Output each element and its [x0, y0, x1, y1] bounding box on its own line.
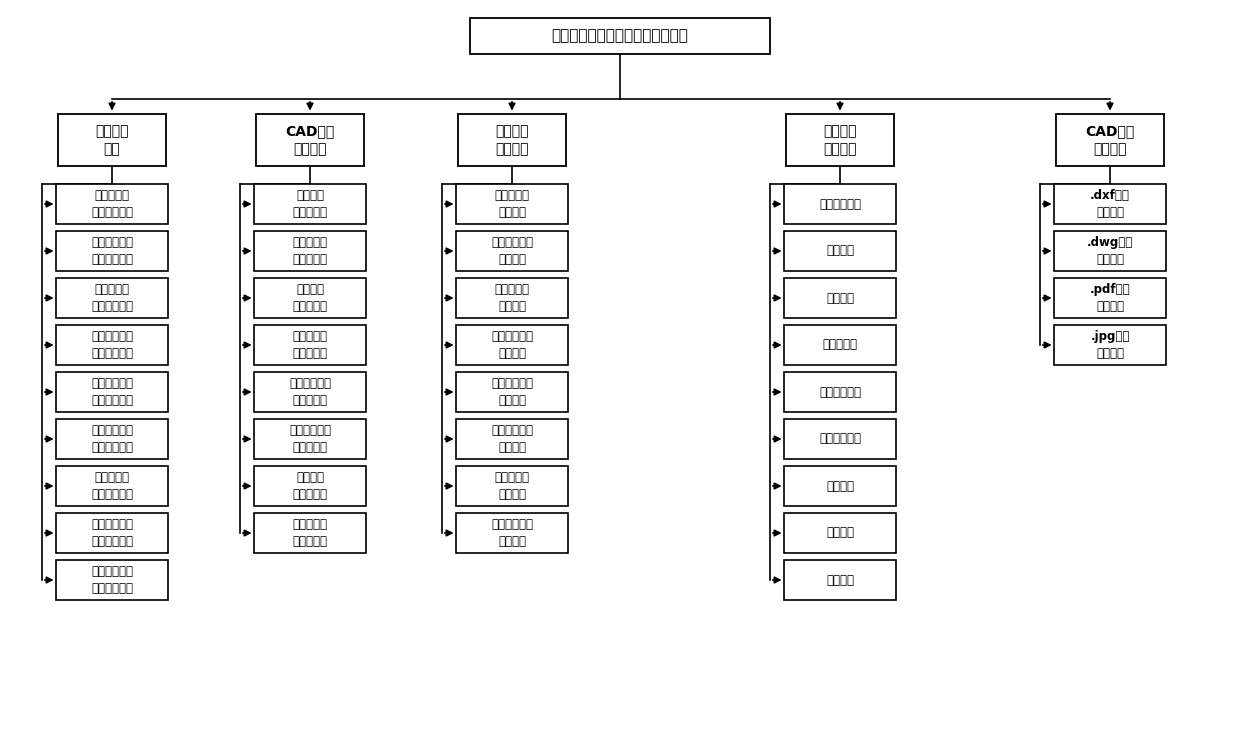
Bar: [1054, 325, 1166, 365]
Text: 井口装置图的
数据导入模块: 井口装置图的 数据导入模块: [91, 518, 133, 547]
Text: 曲线模块: 曲线模块: [826, 291, 854, 304]
Text: 环形外骨架
的模型构造: 环形外骨架 的模型构造: [293, 330, 327, 359]
Text: 直线模块: 直线模块: [826, 245, 854, 257]
Bar: [56, 278, 167, 318]
Text: 文字文本模块: 文字文本模块: [818, 433, 861, 445]
Text: 图纸在线
编辑模块: 图纸在线 编辑模块: [823, 124, 857, 156]
Bar: [784, 513, 897, 553]
Text: 图层模块: 图层模块: [826, 526, 854, 540]
Bar: [1054, 231, 1166, 271]
Text: 公司及工程的
数据导入模块: 公司及工程的 数据导入模块: [91, 565, 133, 595]
Bar: [254, 372, 366, 412]
Bar: [58, 114, 166, 166]
Text: 过滤篦装配图
数据导入模块: 过滤篦装配图 数据导入模块: [91, 378, 133, 407]
Bar: [784, 419, 897, 459]
Bar: [254, 231, 366, 271]
Text: 过滤篦装配图
的模型构造: 过滤篦装配图 的模型构造: [289, 378, 331, 407]
Text: 填充模块: 填充模块: [826, 574, 854, 587]
Bar: [456, 513, 568, 553]
Bar: [784, 278, 897, 318]
Bar: [784, 560, 897, 600]
Text: 导中椭圆的
自动生成: 导中椭圆的 自动生成: [495, 190, 529, 219]
Text: 井结构图
的模型构造: 井结构图 的模型构造: [293, 471, 327, 501]
Text: 井口装置图的
自动生成: 井口装置图的 自动生成: [491, 518, 533, 547]
Bar: [470, 18, 770, 54]
Text: 套管装配图的
数据导入模块: 套管装配图的 数据导入模块: [91, 236, 133, 266]
Bar: [456, 466, 568, 506]
Text: 地浸矿山井场绘图平台的设计系统: 地浸矿山井场绘图平台的设计系统: [552, 29, 688, 44]
Text: 井结构图的
自动生成: 井结构图的 自动生成: [495, 471, 529, 501]
Bar: [1054, 184, 1166, 224]
Bar: [456, 372, 568, 412]
Bar: [784, 231, 897, 271]
Bar: [56, 560, 167, 600]
Bar: [56, 466, 167, 506]
Bar: [254, 325, 366, 365]
Text: 图纸自动
生成模块: 图纸自动 生成模块: [495, 124, 528, 156]
Bar: [254, 513, 366, 553]
Bar: [56, 513, 167, 553]
Text: 环形外骨架的
数据导入模块: 环形外骨架的 数据导入模块: [91, 330, 133, 359]
Bar: [254, 278, 366, 318]
Text: 井结构图的
数据导入模块: 井结构图的 数据导入模块: [91, 471, 133, 501]
Bar: [458, 114, 565, 166]
Bar: [56, 184, 167, 224]
Text: .dwg格式
导出模块: .dwg格式 导出模块: [1087, 236, 1133, 266]
Bar: [254, 184, 366, 224]
Bar: [456, 278, 568, 318]
Text: 数据导入
模块: 数据导入 模块: [95, 124, 129, 156]
Bar: [255, 114, 365, 166]
Text: 套管装配图的
自动生成: 套管装配图的 自动生成: [491, 236, 533, 266]
Text: 圆形圆弧模块: 圆形圆弧模块: [818, 386, 861, 399]
Bar: [456, 325, 568, 365]
Text: 标注模块: 标注模块: [826, 479, 854, 492]
Text: 沉砂管及堵头
的模型构造: 沉砂管及堵头 的模型构造: [289, 424, 331, 454]
Text: 多边形模块: 多边形模块: [822, 338, 858, 352]
Text: 沉砂管及堵头
数据导入模块: 沉砂管及堵头 数据导入模块: [91, 424, 133, 454]
Bar: [784, 184, 897, 224]
Bar: [784, 466, 897, 506]
Text: .dxf格式
导出模块: .dxf格式 导出模块: [1090, 190, 1130, 219]
Bar: [56, 231, 167, 271]
Bar: [56, 325, 167, 365]
Text: 导中椭圆
的模型构造: 导中椭圆 的模型构造: [293, 190, 327, 219]
Text: CAD图纸
建模模块: CAD图纸 建模模块: [285, 124, 335, 156]
Bar: [456, 231, 568, 271]
Bar: [1056, 114, 1164, 166]
Bar: [456, 184, 568, 224]
Text: 过滤管图
的模型构造: 过滤管图 的模型构造: [293, 283, 327, 313]
Bar: [1054, 278, 1166, 318]
Text: 过滤管图的
数据导入模块: 过滤管图的 数据导入模块: [91, 283, 133, 313]
Text: 环形外骨架的
自动生成: 环形外骨架的 自动生成: [491, 330, 533, 359]
Text: 过滤管图的
自动生成: 过滤管图的 自动生成: [495, 283, 529, 313]
Text: .pdf格式
导出模块: .pdf格式 导出模块: [1090, 283, 1131, 313]
Text: 过滤篦装配图
自动生成: 过滤篦装配图 自动生成: [491, 378, 533, 407]
Text: 沉砂管及堵头
自动生成: 沉砂管及堵头 自动生成: [491, 424, 533, 454]
Bar: [254, 419, 366, 459]
Bar: [254, 466, 366, 506]
Bar: [56, 372, 167, 412]
Bar: [56, 419, 167, 459]
Bar: [784, 325, 897, 365]
Bar: [786, 114, 894, 166]
Text: .jpg格式
导出模块: .jpg格式 导出模块: [1090, 330, 1130, 359]
Text: 井口装置图
的模型构造: 井口装置图 的模型构造: [293, 518, 327, 547]
Text: 图纸导入模块: 图纸导入模块: [818, 198, 861, 211]
Bar: [456, 419, 568, 459]
Bar: [784, 372, 897, 412]
Text: 套管装配图
的模型构造: 套管装配图 的模型构造: [293, 236, 327, 266]
Text: CAD图纸
导出模块: CAD图纸 导出模块: [1085, 124, 1135, 156]
Text: 导中椭圆的
数据导入模块: 导中椭圆的 数据导入模块: [91, 190, 133, 219]
